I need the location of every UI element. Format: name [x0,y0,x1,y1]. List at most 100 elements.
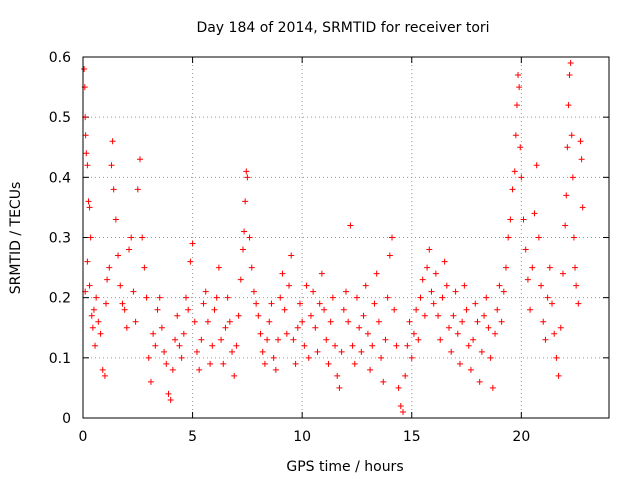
data-point [441,258,448,265]
data-point [540,318,547,325]
data-point [456,360,463,367]
data-point [246,234,253,241]
data-point [242,198,249,205]
data-point [156,294,163,301]
data-point [566,72,573,79]
data-point [163,360,170,367]
data-point [520,216,527,223]
data-point [255,312,262,319]
data-point [318,270,325,277]
y-axis-label: SRMTID / TECUs [8,182,24,295]
data-point [101,372,108,379]
data-point [231,372,238,379]
data-point [459,318,466,325]
y-tick-label: 0 [62,411,71,427]
data-point [391,306,398,313]
data-point [226,318,233,325]
data-point [384,294,391,301]
data-point [399,408,406,415]
data-point [235,312,242,319]
data-point [176,342,183,349]
data-point [402,372,409,379]
y-tick-label: 0.3 [49,231,71,247]
y-tick-label: 0.1 [49,351,71,367]
data-point [266,318,273,325]
data-point [314,348,321,355]
data-point [89,324,96,331]
data-point [549,300,556,307]
data-point [386,252,393,259]
data-point [470,336,477,343]
data-point [244,174,251,181]
data-point [332,342,339,349]
data-point [502,264,509,271]
data-point [463,306,470,313]
data-point [103,300,110,307]
data-point [404,342,411,349]
data-point [261,360,268,367]
data-point [93,294,100,301]
data-point [535,234,542,241]
data-point [215,264,222,271]
data-point [406,318,413,325]
data-point [158,324,165,331]
data-point [432,270,439,277]
data-point [99,366,106,373]
data-point [522,246,529,253]
data-point [408,354,415,361]
data-point [84,258,91,265]
data-point [290,336,297,343]
data-point [424,264,431,271]
data-point [572,264,579,271]
data-point [509,186,516,193]
data-point [119,300,126,307]
data-point [106,264,113,271]
data-point [430,300,437,307]
data-point [564,144,571,151]
data-point [524,276,531,283]
data-point [500,288,507,295]
data-point [375,318,382,325]
data-point [172,336,179,343]
data-point [303,282,310,289]
data-point [241,228,248,235]
data-point [286,282,293,289]
data-point [237,276,244,283]
data-point [578,156,585,163]
data-point [123,324,130,331]
data-point [95,318,102,325]
data-point [248,264,255,271]
data-point [419,276,426,283]
data-point [90,306,97,313]
data-point [507,216,514,223]
data-point [299,318,306,325]
x-tick-label: 10 [293,429,311,445]
data-point [147,378,154,385]
data-point [86,204,93,211]
data-point [128,234,135,241]
data-point [253,300,260,307]
data-point [200,300,207,307]
data-point [575,300,582,307]
data-point [382,336,389,343]
data-point [395,384,402,391]
x-axis-label: GPS time / hours [286,459,403,475]
data-point [139,234,146,241]
data-point [358,348,365,355]
data-point [305,354,312,361]
data-point [546,264,553,271]
data-point [439,294,446,301]
data-point [108,162,115,169]
data-point [250,288,257,295]
data-point [349,342,356,349]
data-point [327,318,334,325]
data-point [279,270,286,277]
data-point [452,288,459,295]
data-point [437,336,444,343]
data-point [259,348,266,355]
data-point [334,372,341,379]
data-point [92,342,99,349]
data-point [417,294,424,301]
data-point [336,384,343,391]
